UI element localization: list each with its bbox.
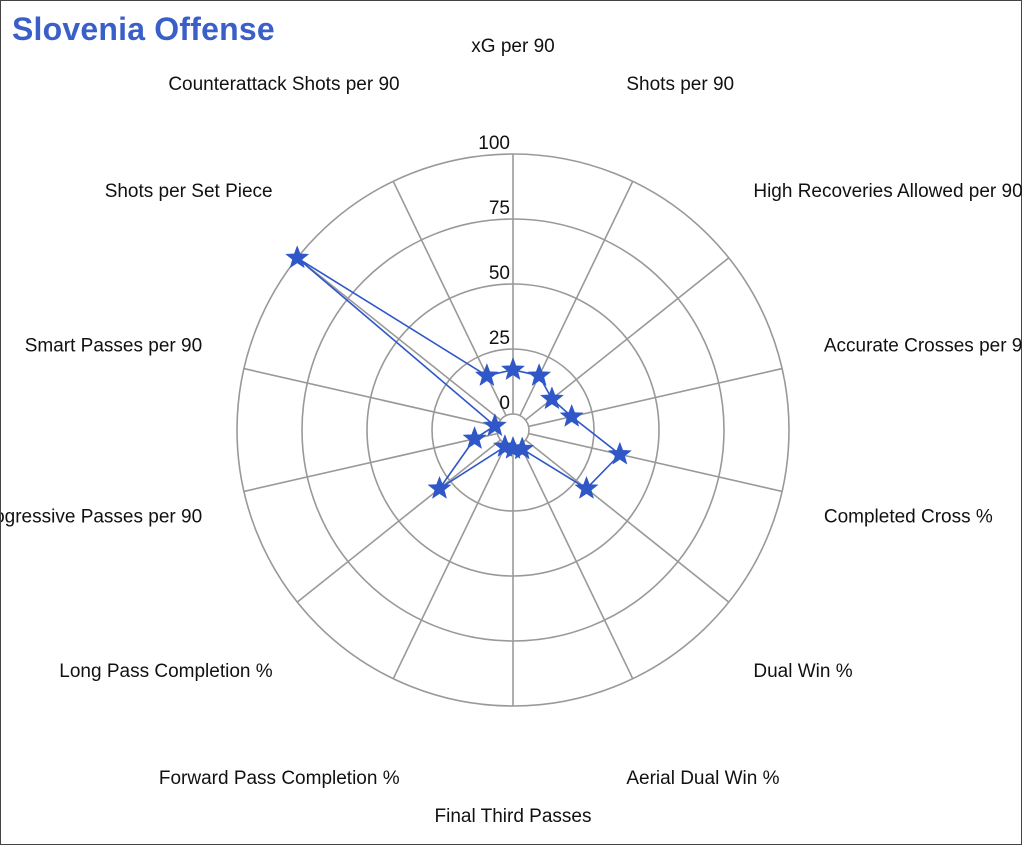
grid-spoke	[528, 432, 783, 493]
grid-spoke	[243, 432, 498, 493]
grid-spoke	[525, 257, 730, 421]
grid-spoke	[392, 444, 507, 680]
radial-tick-label: 100	[478, 133, 510, 154]
data-point-star	[482, 413, 507, 437]
data-point-star	[607, 441, 632, 465]
chart-title: Slovenia Offense	[12, 11, 275, 47]
category-label: High Recoveries Allowed per 90	[753, 181, 1022, 202]
grid-spoke	[525, 439, 730, 603]
radial-tick-label: 75	[489, 198, 510, 219]
category-label: Smart Passes per 90	[25, 335, 202, 356]
radar-grid	[236, 153, 790, 707]
category-label: Completed Cross %	[824, 507, 993, 528]
data-point-star	[527, 363, 552, 387]
category-label: Counterattack Shots per 90	[168, 74, 399, 95]
data-series	[285, 245, 632, 499]
grid-spoke	[519, 444, 634, 680]
category-label: Shots per 90	[626, 74, 734, 95]
category-label: Long Pass Completion %	[59, 661, 272, 682]
data-point-star	[500, 357, 526, 381]
data-point-star	[427, 475, 452, 499]
radial-tick-label: 50	[489, 263, 510, 284]
category-label: Final Third Passes	[435, 806, 592, 827]
category-label: xG per 90	[471, 36, 554, 57]
category-label: Progressive Passes per 90	[1, 507, 202, 528]
radial-ticks: 0 25 50 75 100	[478, 133, 510, 414]
category-labels: xG per 90 Shots per 90 High Recoveries All…	[1, 36, 1023, 827]
category-label: Dual Win %	[753, 661, 852, 682]
data-point-star	[492, 434, 518, 458]
radial-tick-label: 0	[499, 393, 510, 414]
data-point-star	[559, 403, 584, 427]
data-point-star	[474, 363, 499, 387]
grid-spoke	[296, 439, 501, 603]
category-label: Shots per Set Piece	[105, 181, 273, 202]
data-point-star	[539, 386, 565, 410]
radial-tick-label: 25	[489, 328, 510, 349]
category-label: Accurate Crosses per 90	[824, 335, 1023, 356]
grid-spoke	[296, 257, 501, 421]
grid-spoke	[243, 367, 498, 428]
data-point-star	[574, 475, 599, 499]
data-point-star	[285, 245, 310, 269]
category-label: Aerial Dual Win %	[626, 768, 779, 789]
data-point-star	[462, 426, 487, 450]
category-label: Forward Pass Completion %	[159, 768, 400, 789]
